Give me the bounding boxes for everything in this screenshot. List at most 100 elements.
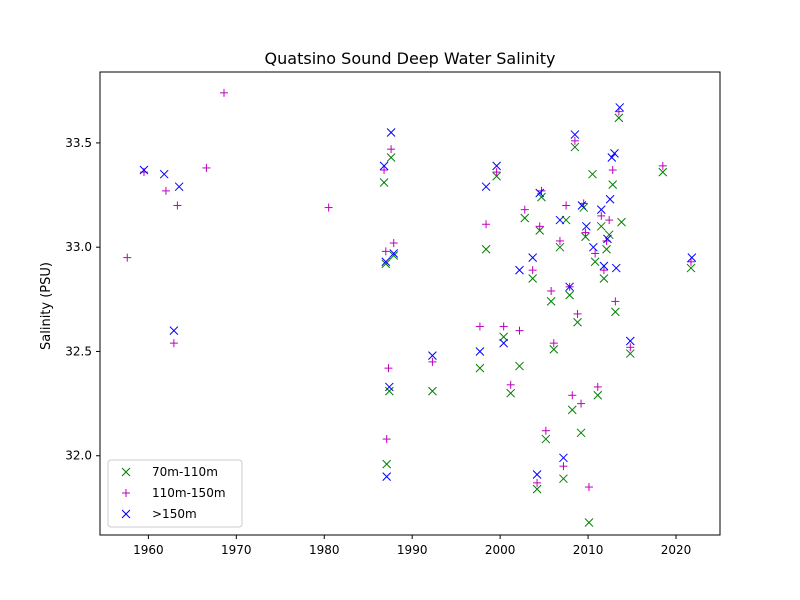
x-tick-label: 2000 — [485, 543, 516, 557]
data-point — [481, 244, 491, 254]
data-point — [515, 361, 524, 371]
data-point — [561, 215, 571, 225]
x-tick-label: 1980 — [309, 543, 340, 557]
data-point — [658, 167, 668, 177]
data-point — [625, 336, 635, 346]
data-point — [381, 257, 391, 267]
data-point — [611, 263, 621, 273]
data-point — [559, 462, 568, 471]
data-point — [570, 142, 580, 152]
data-point — [549, 345, 559, 354]
data-point — [159, 169, 169, 179]
y-axis-label: Salinity (PSU) — [39, 262, 54, 350]
data-point — [384, 386, 394, 396]
data-point — [535, 188, 545, 198]
data-point — [597, 211, 606, 220]
data-point — [599, 274, 609, 283]
data-point — [547, 286, 556, 295]
data-point — [577, 201, 587, 210]
legend-box — [107, 459, 243, 528]
data-point — [568, 391, 577, 400]
data-point — [546, 297, 556, 306]
series-1 — [379, 113, 696, 527]
data-point — [381, 247, 390, 256]
data-point — [626, 343, 635, 352]
data-point — [169, 339, 178, 348]
data-point — [520, 205, 529, 214]
axes-frame — [99, 71, 721, 536]
data-point — [499, 332, 509, 342]
data-point — [615, 103, 625, 112]
data-point — [506, 388, 516, 398]
legend-marker — [122, 489, 130, 497]
data-point — [382, 435, 391, 444]
data-point — [515, 265, 524, 275]
data-point — [481, 182, 491, 192]
data-point — [384, 364, 393, 373]
y-tick-label: 33.5 — [65, 136, 92, 150]
data-point — [588, 169, 597, 179]
data-point — [573, 317, 582, 327]
data-point — [475, 363, 485, 373]
data-point — [123, 253, 132, 262]
data-point — [555, 236, 564, 245]
legend-marker — [121, 509, 131, 519]
data-point — [686, 263, 696, 273]
data-point — [379, 178, 389, 187]
data-point — [428, 386, 437, 396]
data-point — [625, 349, 635, 358]
data-point — [567, 405, 577, 415]
data-point — [161, 186, 170, 195]
data-point — [593, 390, 603, 400]
data-point — [528, 266, 537, 275]
legend: 70m-110m 110m-150m >150m — [107, 459, 243, 528]
x-tick-label: 2010 — [573, 543, 604, 557]
data-point — [610, 307, 620, 317]
data-point — [499, 338, 509, 348]
data-point — [541, 426, 550, 435]
data-point — [589, 242, 598, 252]
chart-title: Quatsino Sound Deep Water Salinity — [265, 49, 556, 68]
data-point — [611, 297, 620, 306]
data-point — [220, 88, 228, 97]
data-point — [559, 474, 568, 484]
y-tick-label: 32.5 — [65, 344, 92, 358]
data-point — [382, 472, 392, 481]
data-point — [169, 326, 179, 335]
x-tick-label: 1970 — [221, 543, 252, 557]
data-point — [492, 171, 501, 181]
data-point — [475, 347, 485, 356]
data-point — [591, 249, 600, 258]
data-point — [608, 166, 617, 175]
data-point — [381, 259, 391, 269]
data-point — [174, 182, 184, 192]
x-tick-label: 1960 — [133, 543, 164, 557]
data-point — [386, 128, 396, 137]
data-point — [581, 228, 590, 237]
data-point — [535, 222, 544, 231]
data-point — [139, 165, 149, 175]
data-point — [599, 266, 608, 275]
data-point — [528, 274, 538, 283]
data-point — [562, 201, 571, 210]
x-tick-label: 2020 — [661, 543, 692, 557]
data-point — [570, 130, 580, 139]
data-point — [603, 234, 612, 244]
data-point — [428, 357, 437, 366]
data-points — [123, 88, 697, 527]
data-point — [515, 326, 524, 335]
data-point — [475, 322, 484, 331]
data-point — [541, 434, 551, 444]
y-tick-label: 32.0 — [65, 449, 92, 463]
data-point — [576, 428, 586, 438]
data-point — [570, 136, 579, 145]
data-point — [528, 253, 538, 262]
data-point — [605, 216, 614, 225]
data-point — [687, 253, 697, 262]
data-point — [202, 163, 211, 172]
y-axis-ticks: 32.0 32.5 33.0 33.5 — [65, 136, 100, 463]
data-point — [386, 153, 396, 162]
data-point — [565, 290, 574, 300]
data-point — [596, 221, 606, 231]
